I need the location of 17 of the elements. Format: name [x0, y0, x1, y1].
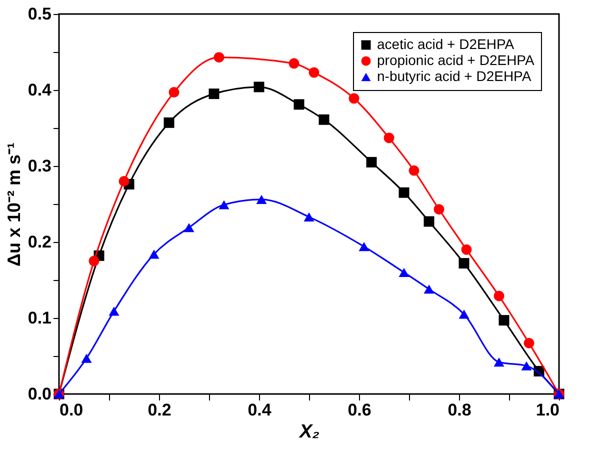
y-tick-label: 0.3 — [28, 156, 52, 176]
legend-label: propionic acid + D2EHPA — [377, 52, 535, 68]
x-tick-label: 0.4 — [248, 400, 272, 420]
x-axis-title: X₂ — [298, 422, 320, 442]
x-tick-label: 0.6 — [348, 400, 372, 420]
y-tick-label: 0.0 — [28, 384, 52, 404]
y-tick-label: 0.1 — [28, 308, 52, 328]
legend-label: n-butyric acid + D2EHPA — [377, 68, 532, 84]
x-tick-label: 0.8 — [448, 400, 472, 420]
x-tick-label: 0.2 — [148, 400, 172, 420]
y-tick-label: 0.5 — [28, 4, 52, 24]
x-tick-label: 1.0 — [536, 400, 560, 420]
y-tick-label: 0.2 — [28, 232, 52, 252]
x-tick-label: 0.0 — [60, 400, 84, 420]
legend-label: acetic acid + D2EHPA — [377, 36, 515, 52]
y-tick-label: 0.4 — [28, 80, 52, 100]
y-axis-title: Δu x 10⁻² m s⁻¹ — [4, 142, 24, 266]
